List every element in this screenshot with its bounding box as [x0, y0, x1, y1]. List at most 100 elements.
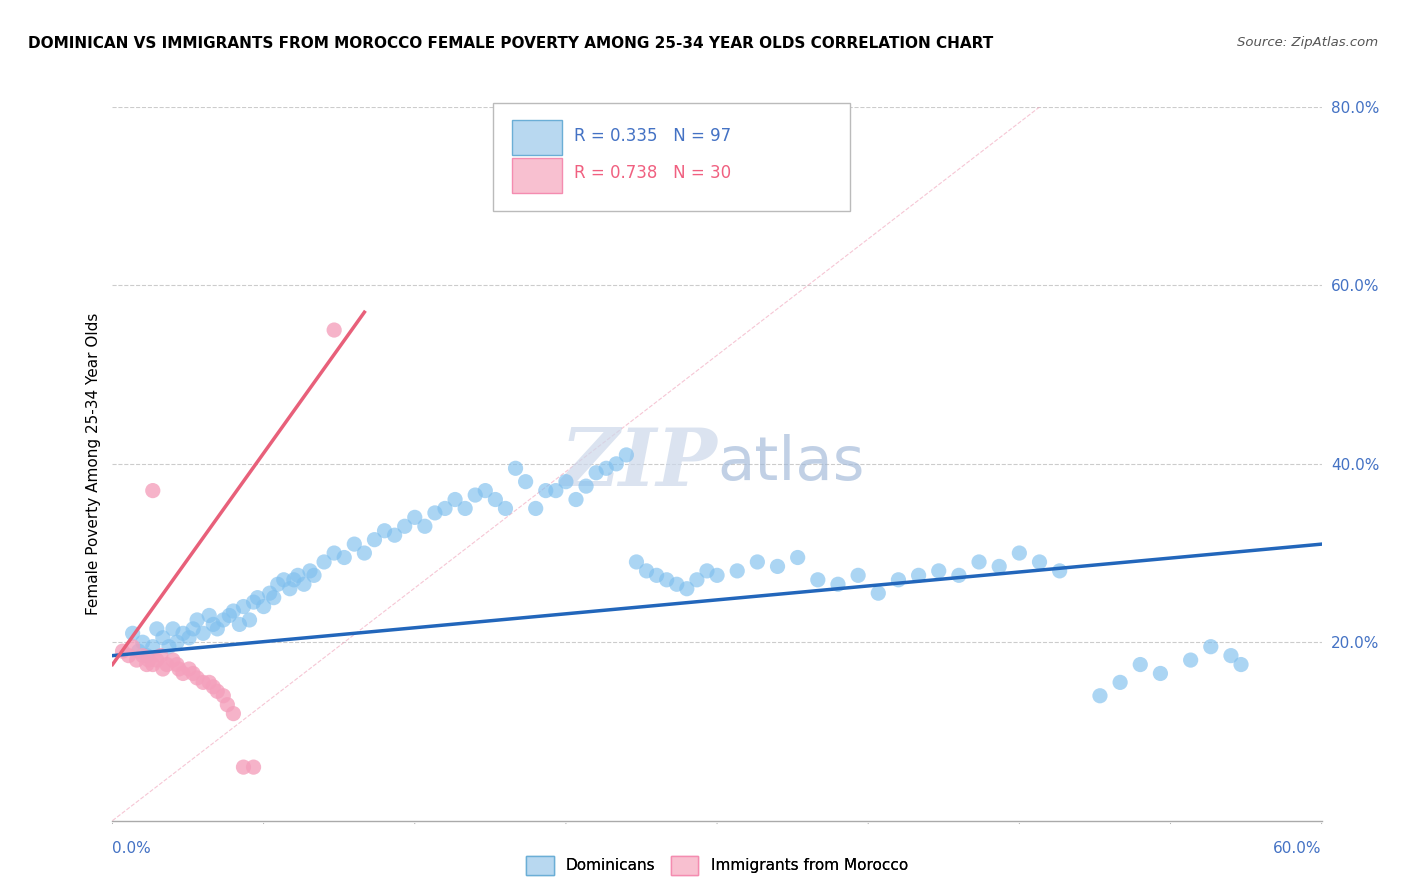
Point: [162, 653, 184, 667]
Point: [343, 537, 366, 551]
Point: [454, 501, 477, 516]
Point: [186, 671, 208, 685]
Point: [181, 622, 204, 636]
Text: R = 0.335   N = 97: R = 0.335 N = 97: [575, 127, 731, 145]
Text: Source: ZipAtlas.com: Source: ZipAtlas.com: [1237, 36, 1378, 49]
Point: [505, 461, 527, 475]
Point: [413, 519, 436, 533]
Point: [323, 546, 346, 560]
Point: [242, 595, 264, 609]
Point: [696, 564, 718, 578]
Point: [394, 519, 416, 533]
Point: [887, 573, 910, 587]
Point: [1109, 675, 1132, 690]
Point: [585, 466, 607, 480]
FancyBboxPatch shape: [512, 120, 562, 155]
Point: [132, 635, 155, 649]
Point: [907, 568, 929, 582]
Point: [464, 488, 486, 502]
Point: [142, 657, 165, 672]
Text: atlas: atlas: [717, 434, 865, 493]
Point: [595, 461, 617, 475]
Point: [298, 564, 321, 578]
Point: [786, 550, 808, 565]
Text: R = 0.738   N = 30: R = 0.738 N = 30: [575, 164, 731, 182]
Point: [554, 475, 576, 489]
Point: [198, 675, 221, 690]
Point: [128, 644, 150, 658]
Point: [191, 626, 214, 640]
Point: [121, 626, 143, 640]
Point: [484, 492, 506, 507]
Point: [626, 555, 648, 569]
Point: [207, 622, 229, 636]
Point: [524, 501, 547, 516]
Point: [146, 622, 169, 636]
Point: [967, 555, 990, 569]
Point: [1199, 640, 1222, 654]
Point: [312, 555, 335, 569]
Point: [212, 689, 235, 703]
Point: [1008, 546, 1031, 560]
Point: [1129, 657, 1152, 672]
Text: 0.0%: 0.0%: [112, 841, 152, 855]
Point: [166, 635, 188, 649]
Point: [868, 586, 890, 600]
Point: [766, 559, 789, 574]
Point: [253, 599, 276, 614]
Point: [228, 617, 250, 632]
Point: [374, 524, 396, 538]
Point: [132, 648, 155, 663]
Point: [353, 546, 375, 560]
Point: [149, 648, 172, 663]
Point: [614, 448, 637, 462]
Point: [302, 568, 325, 582]
Point: [117, 648, 139, 663]
Point: [177, 662, 200, 676]
Point: [186, 613, 208, 627]
Point: [1149, 666, 1171, 681]
Text: 60.0%: 60.0%: [1274, 841, 1322, 855]
Point: [565, 492, 588, 507]
Point: [1220, 648, 1243, 663]
Point: [1049, 564, 1071, 578]
Point: [172, 626, 194, 640]
Point: [423, 506, 446, 520]
Point: [142, 640, 165, 654]
Point: [162, 622, 184, 636]
Point: [706, 568, 728, 582]
Point: [515, 475, 537, 489]
FancyBboxPatch shape: [512, 158, 562, 193]
Point: [125, 653, 148, 667]
Point: [747, 555, 769, 569]
Point: [246, 591, 269, 605]
Point: [177, 631, 200, 645]
Y-axis label: Female Poverty Among 25-34 Year Olds: Female Poverty Among 25-34 Year Olds: [86, 313, 101, 615]
Point: [655, 573, 678, 587]
Point: [544, 483, 567, 498]
Point: [273, 573, 295, 587]
Point: [444, 492, 467, 507]
Point: [675, 582, 697, 596]
Point: [636, 564, 658, 578]
Point: [191, 675, 214, 690]
Point: [474, 483, 496, 498]
Point: [121, 640, 143, 654]
Point: [1028, 555, 1050, 569]
Point: [292, 577, 315, 591]
Point: [207, 684, 229, 698]
Point: [202, 617, 225, 632]
Point: [217, 698, 239, 712]
Point: [278, 582, 301, 596]
Point: [495, 501, 517, 516]
Point: [152, 662, 174, 676]
Point: [333, 550, 356, 565]
Point: [232, 599, 254, 614]
Point: [111, 644, 134, 658]
Point: [404, 510, 426, 524]
Point: [807, 573, 830, 587]
Point: [167, 662, 190, 676]
Point: [846, 568, 869, 582]
Point: [202, 680, 225, 694]
Point: [238, 613, 260, 627]
